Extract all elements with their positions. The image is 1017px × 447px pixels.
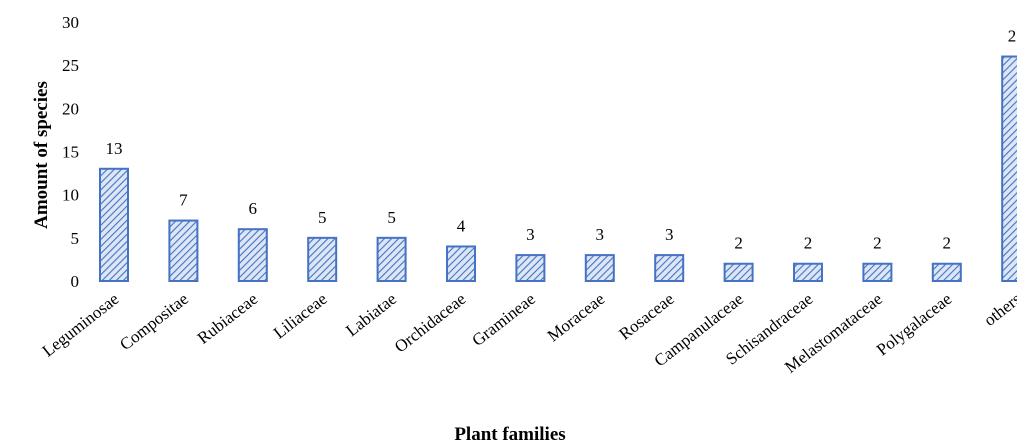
x-category-label: Moraceae [544,289,609,345]
x-category-label: Orchidaceae [391,289,470,356]
bar-gramineae [515,254,546,283]
y-tick-label: 10 [62,186,79,205]
bar-rubiaceae [237,228,268,282]
data-label: 13 [106,139,123,158]
y-axis-title: Amount of species [31,81,52,229]
data-label: 5 [387,208,396,227]
x-category-label: Labiatae [342,289,400,340]
data-label: 2 [873,234,882,253]
data-label: 3 [665,225,674,244]
data-label: 3 [526,225,535,244]
x-category-label: Leguminosae [39,289,123,360]
data-label: 6 [249,199,258,218]
y-tick-label: 30 [62,13,79,32]
y-axis-ticks: 0 5 10 15 20 25 30 [62,13,79,291]
bar-polygalaceae [931,262,962,283]
x-category-label: Gramineae [468,289,538,350]
data-labels: 13 7 6 5 5 4 3 3 3 2 2 2 2 26 [106,27,1017,253]
bar-labiatae [376,236,407,282]
x-category-label: Liliaceae [270,289,331,342]
bar-others [1001,55,1017,282]
data-label: 7 [179,191,188,210]
bar-liliaceae [307,236,338,282]
bar-moraceae [584,254,615,283]
data-label: 2 [943,234,952,253]
y-tick-label: 0 [71,272,80,291]
bar-campanulaceae [723,262,754,283]
data-label: 5 [318,208,327,227]
y-tick-label: 15 [62,143,79,162]
bar-orchidaceae [446,245,476,282]
x-category-label: Rubiaceae [194,289,261,348]
bar-schisandraceae [793,262,823,283]
x-category-label: Rosaceae [615,289,677,343]
bars [99,55,1017,283]
x-category-label: Compositae [116,289,192,354]
data-label: 4 [457,216,466,235]
x-category-label: Polygalaceae [873,289,955,359]
x-axis-title: Plant families [454,424,565,445]
y-tick-label: 20 [62,99,79,118]
y-tick-label: 25 [62,56,79,75]
x-category-label: others [980,289,1017,330]
bar-leguminosae [99,167,129,282]
data-label: 3 [596,225,605,244]
data-label: 26 [1008,27,1017,46]
bar-compositae [168,219,199,282]
bar-melastomataceae [862,262,893,283]
data-label: 2 [804,234,813,253]
bar-rosaceae [654,254,685,283]
y-tick-label: 5 [71,229,80,248]
data-label: 2 [734,234,743,253]
